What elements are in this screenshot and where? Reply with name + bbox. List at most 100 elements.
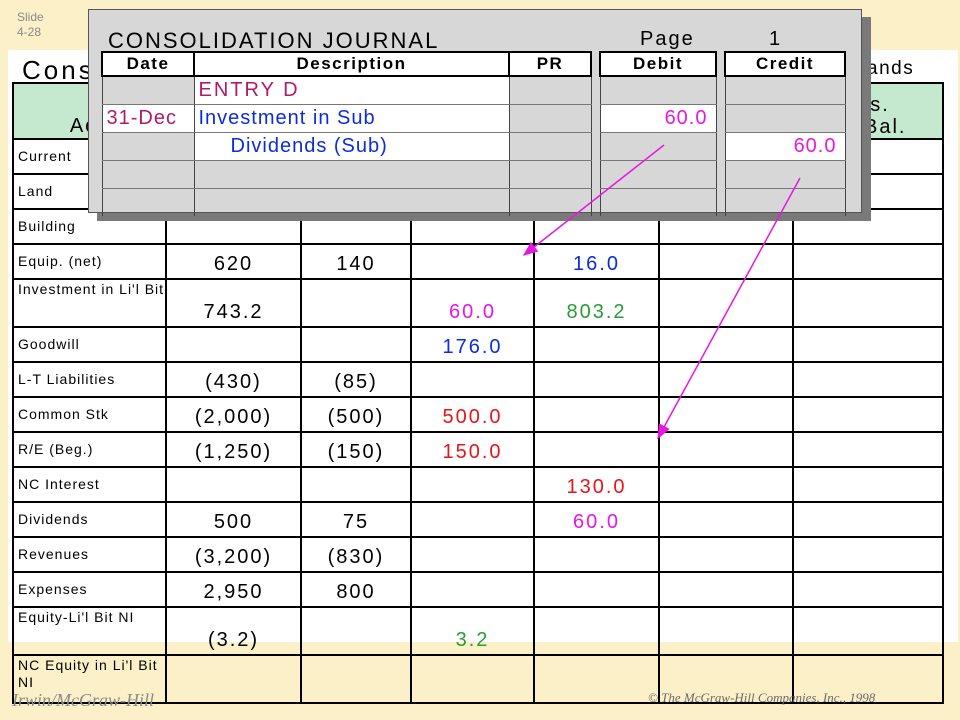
account-name: Revenues — [12, 536, 167, 573]
account-name: Goodwill — [12, 326, 167, 363]
worksheet-row: Equip. (net) 620 140 16.0 — [12, 243, 944, 280]
account-name: Investment in Li'l Bit — [12, 278, 167, 328]
cell-debit — [410, 501, 535, 538]
account-name: R/E (Beg.) — [12, 431, 167, 468]
journal-gap — [591, 189, 600, 217]
cell-sub: (150) — [300, 431, 412, 468]
cell-credit — [533, 536, 660, 573]
worksheet-row: Goodwill 176.0 — [12, 326, 944, 363]
journal-description: Dividends (Sub) — [193, 132, 510, 161]
worksheet-row: NC Equity in Li'l Bit NI — [12, 654, 944, 704]
cell-parent: (1,250) — [165, 431, 302, 468]
cell-sub — [300, 278, 412, 328]
journal-gap — [591, 76, 600, 105]
journal-debit — [599, 132, 717, 161]
cell-debit: 3.2 — [410, 606, 535, 656]
worksheet-row: Dividends 500 75 60.0 — [12, 501, 944, 538]
cell-parent: 500 — [165, 501, 302, 538]
cell-debit — [410, 571, 535, 608]
cell-nci — [658, 571, 794, 608]
cell-debit — [410, 466, 535, 503]
cell-debit: 176.0 — [410, 326, 535, 363]
worksheet-title: Cons — [22, 55, 95, 85]
journal-col-credit: Credit — [724, 51, 846, 77]
journal-page-number: 1 — [769, 28, 781, 50]
account-name: Dividends — [12, 501, 167, 538]
journal-description: Investment in Sub — [193, 104, 510, 133]
journal-col-gap — [716, 52, 725, 76]
cell-parent: (3,200) — [165, 536, 302, 573]
journal-col-pr: PR — [508, 51, 592, 77]
cell-sub: (85) — [300, 361, 412, 398]
cell-cons — [792, 396, 944, 433]
cell-credit — [533, 361, 660, 398]
cell-sub: 800 — [300, 571, 412, 608]
cell-cons — [792, 571, 944, 608]
cell-credit: 16.0 — [533, 243, 660, 280]
journal-debit: 60.0 — [599, 104, 717, 133]
cell-parent: 2,950 — [165, 571, 302, 608]
journal-col-description: Description — [193, 51, 510, 77]
cell-cons — [792, 326, 944, 363]
journal-credit — [724, 104, 846, 133]
cell-cons — [792, 466, 944, 503]
cell-nci — [658, 466, 794, 503]
cell-sub: (500) — [300, 396, 412, 433]
cell-debit: 150.0 — [410, 431, 535, 468]
worksheet-row: Expenses 2,950 800 — [12, 571, 944, 608]
journal-credit — [724, 76, 846, 105]
cell-nci — [658, 501, 794, 538]
cell-sub: 140 — [300, 243, 412, 280]
worksheet-row: Investment in Li'l Bit 743.2 60.0 803.2 — [12, 278, 944, 328]
copyright-label: © The McGraw-Hill Companies, Inc., 1998 — [648, 690, 876, 705]
journal-col-gap — [591, 52, 600, 76]
cell-sub — [300, 654, 412, 704]
journal-description: ENTRY D — [193, 76, 510, 105]
journal-debit — [599, 160, 717, 189]
cell-nci — [658, 654, 794, 704]
journal-pr — [508, 76, 592, 105]
journal-date — [101, 160, 195, 189]
cell-parent — [165, 326, 302, 363]
journal-row: Dividends (Sub) 60.0 — [101, 132, 846, 161]
journal-date — [101, 132, 195, 161]
cell-debit — [410, 361, 535, 398]
journal-row: 31-Dec Investment in Sub 60.0 — [101, 104, 846, 133]
journal-gap — [716, 189, 725, 217]
journal-pr — [508, 104, 592, 133]
account-name: NC Interest — [12, 466, 167, 503]
cell-parent: 743.2 — [165, 278, 302, 328]
journal-row: ENTRY D — [101, 76, 846, 105]
cell-cons — [792, 278, 944, 328]
cell-nci — [658, 361, 794, 398]
journal-row — [101, 188, 846, 217]
journal-credit — [724, 160, 846, 189]
cell-credit — [533, 431, 660, 468]
journal-description — [193, 160, 510, 189]
worksheet-row: R/E (Beg.) (1,250) (150) 150.0 — [12, 431, 944, 468]
journal-gap — [716, 76, 725, 105]
cell-nci — [658, 278, 794, 328]
cell-nci — [658, 606, 794, 656]
consolidation-journal-panel: CONSOLIDATION JOURNAL Page 1 Date Descri… — [88, 9, 862, 217]
cell-sub — [300, 326, 412, 363]
journal-credit — [724, 188, 846, 217]
cell-sub: 75 — [300, 501, 412, 538]
cell-credit — [533, 396, 660, 433]
journal-debit — [599, 188, 717, 217]
cell-cons — [792, 501, 944, 538]
cell-cons — [792, 361, 944, 398]
journal-gap — [716, 161, 725, 189]
cell-credit: 803.2 — [533, 278, 660, 328]
publisher-label: Irwin/McGraw-Hill — [12, 690, 154, 710]
worksheet-row: Revenues (3,200) (830) — [12, 536, 944, 573]
cell-parent — [165, 654, 302, 704]
cell-nci — [658, 326, 794, 363]
cell-nci — [658, 243, 794, 280]
cell-cons — [792, 536, 944, 573]
journal-col-debit: Debit — [599, 51, 717, 77]
journal-col-date: Date — [101, 51, 195, 77]
cell-debit: 500.0 — [410, 396, 535, 433]
account-name: Equip. (net) — [12, 243, 167, 280]
cell-credit — [533, 606, 660, 656]
